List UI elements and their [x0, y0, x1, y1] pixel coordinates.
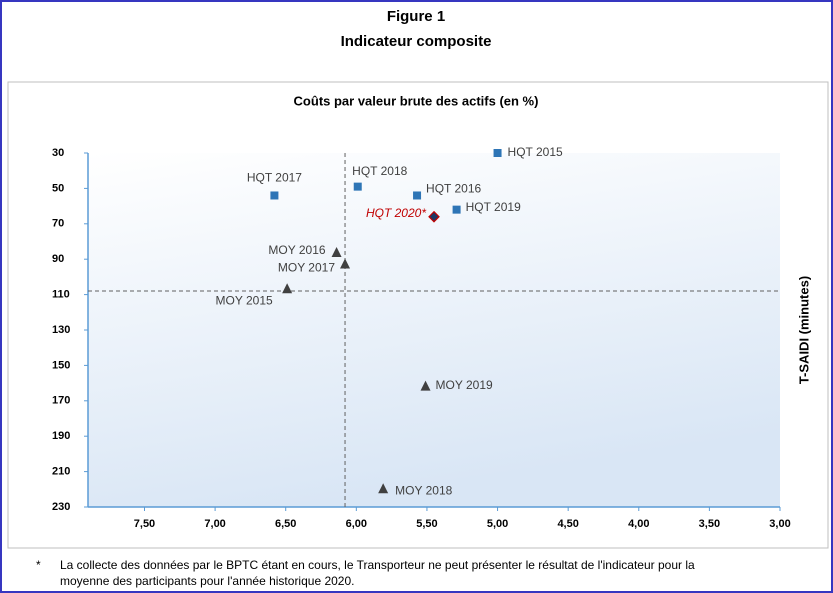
point — [413, 191, 422, 200]
chart-subtitle: Coûts par valeur brute des actifs (en %) — [294, 93, 539, 108]
point-label: HQT 2017 — [247, 171, 302, 185]
point-label: HQT 2016 — [426, 182, 481, 196]
point-label: HQT 2015 — [508, 145, 563, 159]
y-tick-label: 210 — [52, 466, 70, 478]
point-label: MOY 2019 — [436, 378, 493, 392]
x-tick-label: 5,50 — [416, 518, 437, 530]
point — [282, 283, 293, 294]
point-label: MOY 2016 — [268, 243, 325, 257]
figure-label: Figure 1 — [387, 8, 445, 25]
x-tick-label: 5,00 — [487, 518, 508, 530]
footnote-marker: * — [36, 558, 41, 572]
y-tick-label: 150 — [52, 359, 70, 371]
point-label: MOY 2017 — [278, 261, 335, 275]
y-tick-label: 90 — [52, 253, 64, 265]
point — [493, 149, 502, 157]
point — [331, 247, 342, 258]
y-tick-label: 50 — [52, 182, 64, 194]
point — [420, 380, 431, 391]
chart-title: Indicateur composite — [341, 33, 492, 50]
point — [353, 182, 362, 191]
y-tick-label: 170 — [52, 395, 70, 407]
x-tick-label: 3,50 — [699, 518, 720, 530]
point-label: HQT 2020* — [366, 206, 426, 220]
footnote: La collecte des données par le BPTC étan… — [60, 558, 695, 572]
y-tick-label: 110 — [52, 289, 70, 301]
y-tick-label: 130 — [52, 324, 70, 336]
x-tick-label: 6,50 — [275, 518, 296, 530]
x-tick-label: 4,50 — [557, 518, 578, 530]
point — [378, 483, 389, 494]
point — [270, 191, 279, 200]
point — [340, 258, 351, 269]
y-axis-label: T-SAIDI (minutes) — [796, 276, 811, 384]
footnote: moyenne des participants pour l'année hi… — [60, 574, 355, 588]
point — [452, 205, 461, 214]
x-tick-label: 7,00 — [204, 518, 225, 530]
y-tick-label: 190 — [52, 430, 70, 442]
y-tick-label: 30 — [52, 147, 64, 159]
point-label: MOY 2018 — [395, 483, 452, 497]
y-tick-label: 70 — [52, 218, 64, 230]
point-label: HQT 2019 — [466, 200, 521, 214]
x-tick-label: 6,00 — [346, 518, 367, 530]
x-tick-label: 7,50 — [134, 518, 155, 530]
x-tick-label: 3,00 — [769, 518, 790, 530]
point — [428, 210, 440, 223]
x-tick-label: 4,00 — [628, 518, 649, 530]
y-tick-label: 230 — [52, 501, 70, 513]
point-label: HQT 2018 — [352, 164, 407, 178]
plot-area — [88, 153, 780, 507]
point-label: MOY 2015 — [216, 293, 273, 307]
